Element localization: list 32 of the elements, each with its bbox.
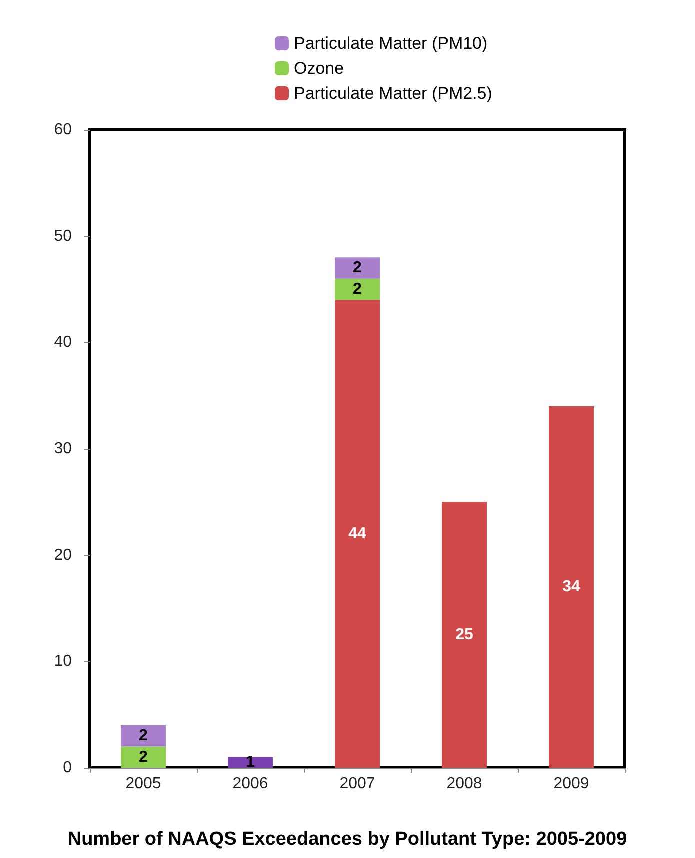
bar	[335, 300, 380, 768]
data-label: 34	[562, 578, 580, 596]
bar	[335, 258, 380, 279]
data-label: 2	[139, 728, 148, 745]
x-tick-label: 2009	[554, 776, 590, 792]
x-tick-label: 2007	[340, 776, 376, 792]
bar	[549, 406, 594, 768]
bar	[121, 725, 166, 747]
data-label: 1	[246, 754, 256, 772]
data-label: 44	[348, 526, 366, 543]
y-tick-label: 20	[54, 546, 72, 564]
data-label: 2	[353, 260, 362, 277]
legend-label: Ozone	[294, 59, 344, 78]
data-label: 25	[456, 626, 474, 644]
bar	[228, 757, 273, 768]
bar	[121, 746, 166, 768]
y-tick-label: 40	[54, 334, 72, 352]
y-tick-label: 10	[54, 653, 72, 670]
data-label: 2	[139, 748, 148, 766]
y-tick-label: 50	[54, 228, 72, 245]
data-label: 2	[353, 281, 362, 298]
legend-label: Particulate Matter (PM10)	[294, 34, 488, 53]
bar	[442, 502, 487, 768]
text: Number of NAAQS Exceedances by Pollutant Type: 2005-2009	[68, 829, 628, 850]
legend-label: Particulate Matter (PM2.5)	[294, 84, 492, 103]
y-tick-label: 60	[54, 122, 72, 138]
x-tick-label: 2008	[446, 776, 482, 792]
bar	[335, 278, 380, 300]
x-tick-label: 2005	[126, 776, 162, 792]
y-tick-label: 30	[54, 440, 72, 458]
y-tick-label: 0	[63, 760, 72, 776]
x-tick-label: 2006	[232, 776, 268, 792]
